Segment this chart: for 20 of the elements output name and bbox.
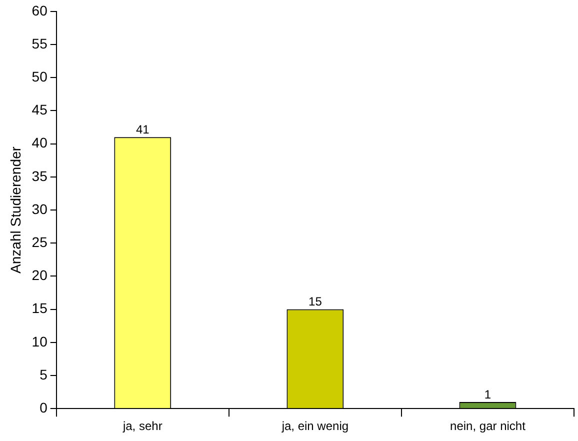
y-tick-label: 10	[32, 333, 48, 350]
x-tick-label: ja, ein wenig	[280, 419, 349, 434]
y-tick-label: 55	[32, 35, 48, 52]
x-tick-label: nein, gar nicht	[450, 419, 526, 434]
data-label: 1	[484, 387, 492, 402]
data-label: 41	[136, 122, 150, 136]
y-tick-label: 45	[32, 102, 48, 118]
x-tick-label: ja, sehr	[122, 419, 162, 434]
y-tick-label: 0	[40, 399, 48, 416]
y-tick-label: 25	[32, 234, 48, 250]
y-tick-label: 60	[32, 2, 48, 18]
y-tick-label: 40	[32, 134, 48, 151]
y-tick-label: 30	[32, 200, 48, 217]
y-tick-label: 20	[32, 267, 48, 284]
y-tick-label: 35	[32, 168, 48, 184]
y-tick-label: 15	[32, 300, 48, 316]
data-label: 15	[308, 294, 322, 309]
y-axis-title: Anzahl Studierender	[7, 146, 24, 274]
y-tick-label: 5	[40, 366, 48, 382]
y-tick-label: 50	[32, 68, 48, 84]
